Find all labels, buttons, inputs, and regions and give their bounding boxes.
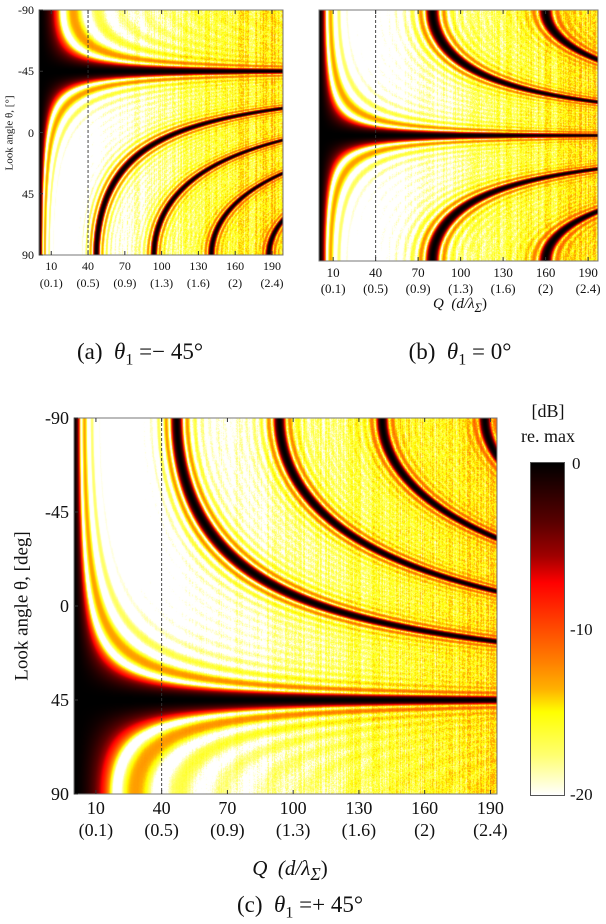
x-tick-label: 10 [45,259,58,273]
x-tick-label: 10 [86,798,105,818]
y-tick-label: -45 [18,64,34,79]
caption-sub: 1 [458,351,467,369]
x-tick-label: 40 [152,798,171,818]
y-tick-label: -90 [18,3,34,17]
caption-relation: =+ 45° [293,892,364,917]
x-label-close: ) [320,856,328,880]
x-label-q: Q [252,856,268,880]
colorbar-tick-20: -20 [570,785,593,804]
colorbar-tick-0: 0 [572,454,581,473]
colorbar-label: [dB] [531,401,565,421]
x-tick-label: 130 [345,798,373,818]
x-tick-label-secondary: (0.1) [320,281,346,296]
x-tick-label: 10 [326,265,340,280]
colorbar [530,462,565,796]
plot-frame [73,417,498,795]
y-tick-label: 90 [51,784,69,804]
x-tick-label-secondary: (0.9) [405,281,431,296]
caption-label: (c) [236,892,263,917]
x-tick-label: 70 [218,798,237,818]
x-tick-label-secondary: (1.3) [150,276,174,290]
x-tick-label-secondary: (0.5) [144,820,179,840]
caption-label: (a) [76,339,103,364]
plot-frame [318,9,599,262]
colorbar-tick-10: -10 [570,620,593,639]
x-tick-label: 100 [152,259,171,273]
x-tick-label: 190 [262,259,281,273]
x-tick-label: 100 [450,265,471,280]
x-tick-label-secondary: (1.3) [448,281,474,296]
y-tick-label: 45 [22,186,34,201]
caption-symbol: θ [114,339,126,364]
heatmap-0 [39,10,283,255]
x-tick-label: 70 [411,265,425,280]
y-tick-label: 90 [22,248,34,262]
x-tick-label-secondary: (0.5) [363,281,389,296]
x-tick-label: 70 [118,259,131,273]
x-tick-label-secondary: (2) [228,276,243,290]
x-tick-label: 190 [578,265,598,280]
colorbar-sublabel: re. max [521,426,575,446]
x-tick-label-secondary: (0.1) [39,276,63,290]
x-axis-label-b: Q (d/λΣ) [433,297,487,315]
y-tick-label: 0 [60,596,69,616]
x-tick-label-secondary: (2) [414,820,436,840]
x-tick-label: 130 [189,259,208,273]
x-tick-label: 100 [279,798,307,818]
x-tick-label: 190 [476,798,504,818]
caption-relation: = 0° [466,339,512,364]
heatmap-2 [74,418,497,794]
caption-symbol: θ [446,339,459,364]
heatmap-1 [319,10,598,261]
caption-symbol: θ [274,892,286,917]
caption-c: (c) θ1 =+ 45° [237,893,363,922]
x-tick-label-secondary: (0.9) [210,820,245,840]
x-tick-label-secondary: (1.6) [186,276,210,290]
x-tick-label-secondary: (0.1) [78,820,114,840]
x-axis-label-c: Q (d/λΣ) [252,858,328,884]
x-tick-label-secondary: (0.9) [113,276,137,290]
y-tick-label: 0 [28,125,34,140]
x-label-q: Q [433,296,444,312]
x-tick-label-secondary: (1.6) [341,820,377,840]
caption-label: (b) [408,339,436,364]
x-tick-label: 160 [226,259,245,273]
x-label-sub: Σ [310,864,321,885]
caption-sub: 1 [285,904,294,922]
caption-b: (b) θ1 = 0° [409,340,512,369]
x-label-paren: (d/λ [277,856,311,880]
x-tick-label: 160 [411,798,439,818]
x-tick-label-secondary: (2.4) [473,820,508,840]
x-label-sub: Σ [474,301,482,315]
y-tick-label: -90 [45,408,69,428]
caption-relation: =− 45° [133,339,204,364]
y-tick-label: -45 [45,502,69,522]
caption-sub: 1 [125,351,134,369]
x-tick-label: 160 [535,265,556,280]
x-tick-label-secondary: (1.3) [275,820,311,840]
x-tick-label-secondary: (1.6) [490,281,516,296]
x-tick-label-secondary: (2) [538,281,554,296]
x-tick-label: 130 [493,265,513,280]
x-tick-label: 40 [82,259,95,273]
caption-a: (a) θ1 =− 45° [77,340,203,369]
x-tick-label-secondary: (2.4) [575,281,601,296]
x-label-paren: (d/λ [451,296,475,312]
y-tick-label: 45 [51,690,69,710]
x-tick-label-secondary: (2.4) [260,276,284,290]
x-label-close: ) [481,296,487,312]
x-tick-label-secondary: (0.5) [76,276,100,290]
x-tick-label: 40 [369,265,383,280]
